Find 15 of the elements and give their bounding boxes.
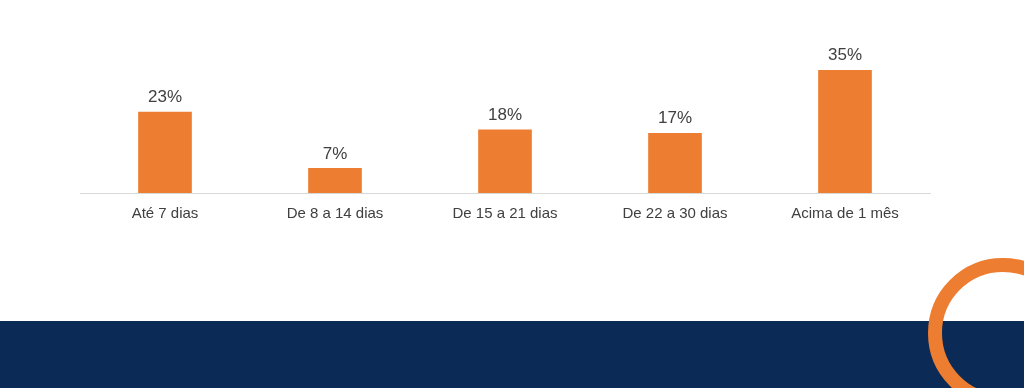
data-label: 17% (657, 108, 693, 128)
x-tick-label: Até 7 dias (131, 204, 199, 222)
bar (648, 132, 702, 193)
x-tick-label: De 22 a 30 dias (622, 204, 728, 222)
bar (138, 111, 192, 193)
data-label: 35% (827, 45, 863, 65)
x-tick-label: De 8 a 14 dias (286, 204, 384, 222)
bar (478, 129, 532, 193)
bar (308, 168, 362, 193)
data-label: 23% (147, 87, 183, 107)
bar (818, 70, 872, 193)
x-tick-label: Acima de 1 mês (791, 204, 899, 222)
data-label: 18% (487, 104, 523, 124)
data-label: 7% (322, 143, 348, 163)
x-tick-label: De 15 a 21 dias (452, 204, 558, 222)
